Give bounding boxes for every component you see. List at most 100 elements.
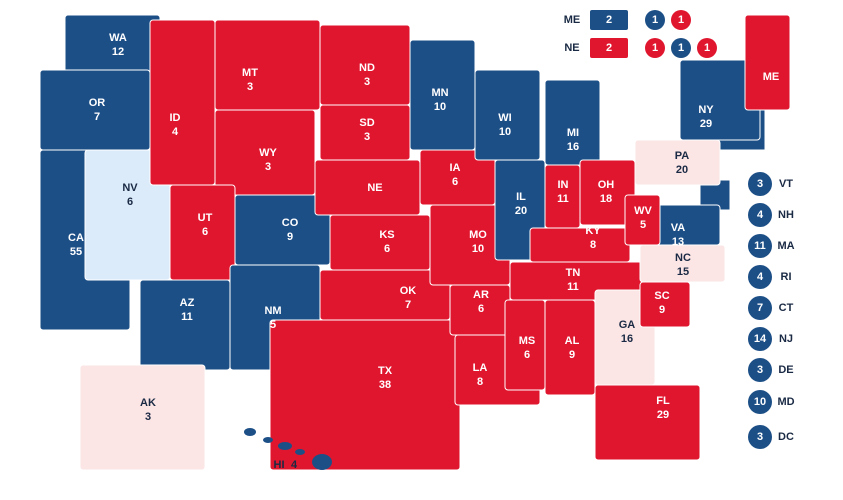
split-state-abbr: NE [564,42,579,54]
state-abbr: ID [170,112,181,124]
state-abbr: UT [198,212,213,224]
state-votes: 20 [676,164,688,176]
state-abbr: ND [359,62,375,74]
small-state-abbr: DE [778,364,793,376]
state-votes: 6 [127,196,133,208]
district-votes: 1 [678,14,684,26]
split-state-abbr: ME [564,14,581,26]
state-abbr: NM [264,305,281,317]
state-votes: 13 [672,236,684,248]
state-abbr: IL [516,191,526,203]
state-shape [624,194,661,246]
state-votes: 6 [452,176,458,188]
state-votes: 16 [567,141,579,153]
state-shape [139,279,231,371]
district-badge [697,38,717,58]
state-votes: 38 [379,379,391,391]
state-abbr: SC [654,290,669,302]
state-shape [79,364,206,471]
state-votes: 3 [364,76,370,88]
state-votes: 9 [659,304,665,316]
state-votes: 12 [112,46,124,58]
state-votes: 10 [499,126,511,138]
at-large-box [590,38,628,58]
state-abbr: ME [763,71,780,83]
state-abbr: AZ [180,297,195,309]
state-abbr: VA [671,222,686,234]
state-shape [214,19,321,111]
small-state-badge [748,234,772,258]
state-votes: 18 [600,193,612,205]
small-state-abbr: NH [778,209,794,221]
district-votes: 1 [652,14,658,26]
state-shape [269,319,461,471]
state-votes: 6 [524,349,530,361]
state-abbr: OH [598,179,615,191]
state-abbr: MN [431,87,448,99]
state-votes: 3 [265,161,271,173]
small-state-badge [748,425,772,449]
state-shape [544,299,596,396]
small-state-votes: 3 [757,178,763,190]
state-abbr: NE [367,182,382,194]
state-votes: 9 [287,231,293,243]
state-shape [149,19,216,186]
small-state-votes: 3 [757,431,763,443]
state-votes: 6 [384,243,390,255]
state-votes: 11 [567,281,579,293]
state-votes: 4 [291,459,298,471]
district-votes: 1 [678,42,684,54]
state-abbr: NY [698,104,714,116]
state-votes: 15 [677,266,689,278]
state-abbr: PA [675,150,690,162]
small-state-badge [748,358,772,382]
state-abbr: CA [68,232,84,244]
state-abbr: WY [259,147,277,159]
state-votes: 11 [181,311,193,323]
small-state-badge [748,390,772,414]
state-abbr: KY [585,225,601,237]
state-votes: 8 [477,376,483,388]
small-state-abbr: CT [779,302,794,314]
state-abbr: MS [519,335,536,347]
state-votes: 20 [515,205,527,217]
small-state-votes: 7 [757,302,763,314]
state-votes: 7 [94,111,100,123]
state-shape [579,159,636,226]
small-state-votes: 3 [757,364,763,376]
state-abbr: HI [274,459,285,471]
state-abbr: FL [656,395,670,407]
district-badge [671,38,691,58]
district-votes: 1 [704,42,710,54]
state-votes: 10 [434,101,446,113]
island-shape [244,428,256,436]
state-shape [594,384,701,461]
state-shape [634,139,721,186]
small-state-abbr: MD [777,396,794,408]
small-state-badge [748,327,772,351]
state-votes: 8 [590,239,596,251]
state-abbr: LA [473,362,488,374]
state-abbr: AL [565,335,580,347]
state-abbr: OK [400,285,417,297]
small-state-abbr: NJ [779,333,793,345]
state-votes: 5 [640,219,646,231]
state-votes: 3 [364,131,370,143]
small-state-badge [748,203,772,227]
state-abbr: MO [469,229,487,241]
state-votes: 6 [478,303,484,315]
state-abbr: GA [619,319,636,331]
small-state-votes: 4 [757,209,764,221]
state-votes: 11 [557,193,569,205]
state-abbr: IN [558,179,569,191]
state-votes: 3 [247,81,253,93]
small-state-badge [748,296,772,320]
state-votes: 16 [621,333,633,345]
at-large-box [590,10,628,30]
state-votes: 9 [569,349,575,361]
state-votes: 5 [270,319,276,331]
state-abbr: WV [634,205,652,217]
district-votes: 1 [652,42,658,54]
